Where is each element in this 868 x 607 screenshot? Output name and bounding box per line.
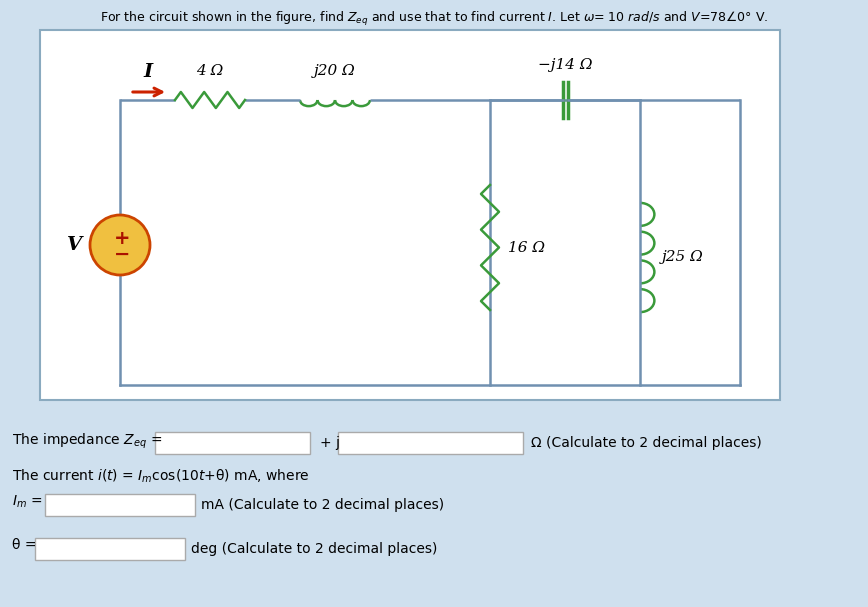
Bar (338, 432, 523, 454)
Text: $I_m$ =: $I_m$ = (12, 494, 43, 510)
Text: 16 Ω: 16 Ω (508, 240, 545, 254)
Text: +: + (114, 228, 130, 248)
Text: j25 Ω: j25 Ω (662, 251, 704, 265)
Text: mA (Calculate to 2 decimal places): mA (Calculate to 2 decimal places) (201, 498, 444, 512)
Bar (45, 494, 195, 516)
Bar (155, 432, 310, 454)
Text: −: − (114, 245, 130, 263)
Text: j20 Ω: j20 Ω (314, 64, 356, 78)
Text: + j: + j (320, 436, 340, 450)
Text: The impedance $Z_{eq}$ =: The impedance $Z_{eq}$ = (12, 432, 162, 451)
Text: The current $i(t)$ = $I_m$cos(10$t$+θ) mA, where: The current $i(t)$ = $I_m$cos(10$t$+θ) m… (12, 468, 310, 486)
Text: θ =: θ = (12, 538, 36, 552)
Text: Ω (Calculate to 2 decimal places): Ω (Calculate to 2 decimal places) (531, 436, 762, 450)
Circle shape (90, 215, 150, 275)
Text: deg (Calculate to 2 decimal places): deg (Calculate to 2 decimal places) (191, 542, 437, 556)
Text: For the circuit shown in the figure, find $Z_{eq}$ and use that to find current : For the circuit shown in the figure, fin… (100, 10, 768, 28)
Bar (35, 538, 185, 560)
Text: −j14 Ω: −j14 Ω (538, 58, 592, 72)
Text: V: V (67, 236, 82, 254)
Bar (40, 30, 780, 400)
Text: 4 Ω: 4 Ω (196, 64, 224, 78)
Text: I: I (143, 63, 153, 81)
